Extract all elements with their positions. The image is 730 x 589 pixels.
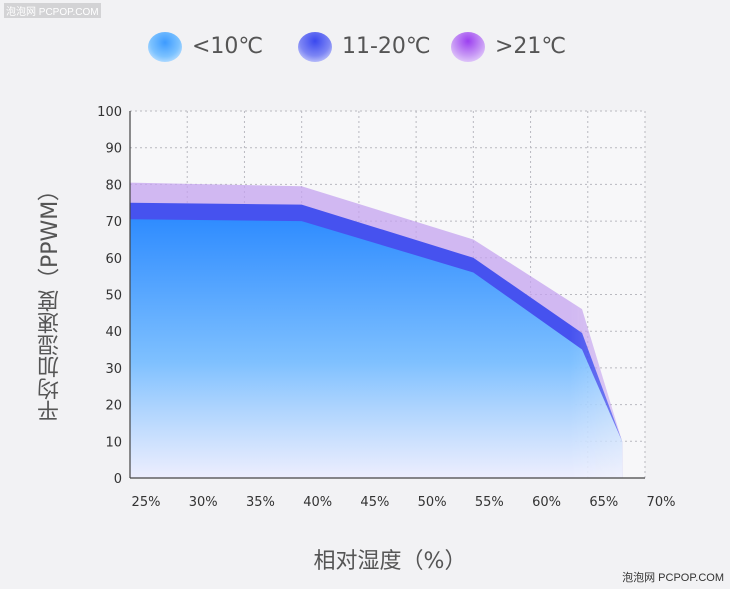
x-tick-label: 65%	[589, 495, 618, 510]
x-tick-label: 45%	[360, 495, 389, 510]
x-tick-label: 25%	[132, 495, 161, 510]
legend-swatch-gt21	[451, 32, 485, 62]
watermark-bottom: 泡泡网 PCPOP.COM	[622, 572, 724, 584]
y-tick-label: 50	[105, 289, 122, 304]
y-tick-label: 30	[105, 362, 122, 377]
x-axis-label: 相对湿度（%）	[313, 549, 467, 574]
y-tick-label: 80	[105, 178, 122, 193]
x-tick-label: 30%	[189, 495, 218, 510]
x-tick-label: 60%	[532, 495, 561, 510]
legend-label-gt21: >21℃	[495, 34, 567, 59]
y-tick-label: 10	[105, 435, 122, 450]
watermark-top: 泡泡网 PCPOP.COM	[4, 3, 101, 18]
legend-label-lt10: <10℃	[192, 34, 264, 59]
x-tick-label: 50%	[418, 495, 447, 510]
series-areas	[130, 182, 623, 478]
legend-swatch-lt10	[148, 32, 182, 62]
y-tick-label: 20	[105, 399, 122, 414]
y-tick-label: 100	[97, 105, 122, 120]
y-tick-label: 0	[114, 472, 122, 487]
series-area--10-	[130, 219, 623, 478]
y-tick-label: 40	[105, 325, 122, 340]
axes: 0 10 20 30 40 50 60 70 80 90 100 25% 30% 35% 40% 45% 50%…	[97, 105, 675, 510]
x-tick-label: 35%	[246, 495, 275, 510]
x-tick-label: 55%	[475, 495, 504, 510]
y-tick-label: 60	[105, 252, 122, 267]
x-tick-label: 70%	[647, 495, 676, 510]
y-tick-label: 90	[105, 142, 122, 157]
chart-legend: <10℃ 11-20℃ >21℃	[0, 30, 730, 66]
legend-label-11-20: 11-20℃	[342, 34, 431, 59]
legend-swatch-11-20	[298, 32, 332, 62]
x-tick-label: 40%	[303, 495, 332, 510]
y-tick-label: 70	[105, 215, 122, 230]
